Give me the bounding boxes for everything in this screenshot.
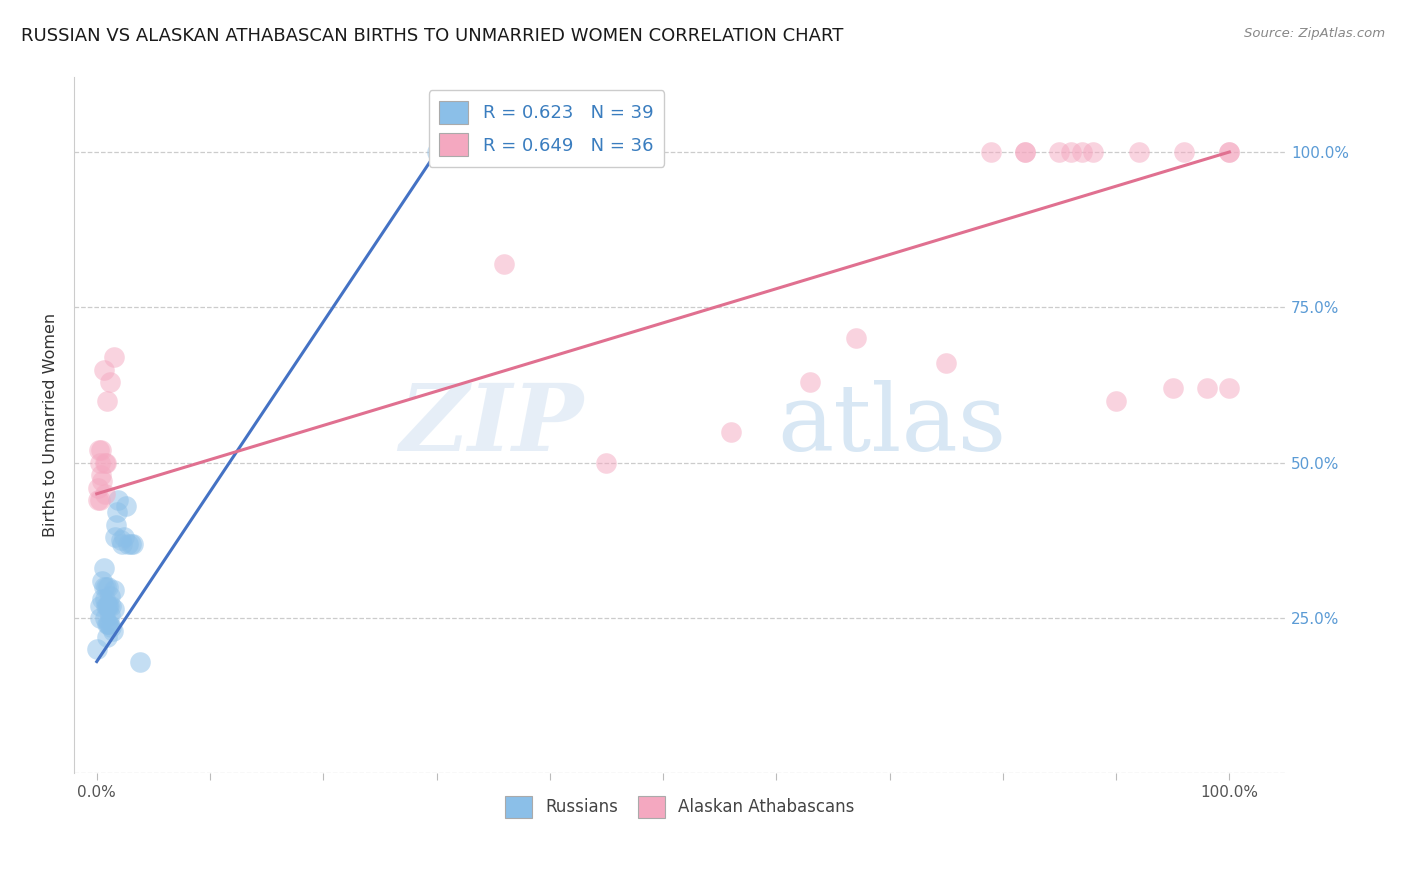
Point xyxy=(97,599,120,613)
Point xyxy=(120,536,142,550)
Point xyxy=(93,487,115,501)
Point xyxy=(107,493,129,508)
Point xyxy=(1161,381,1184,395)
Point xyxy=(93,592,115,607)
Point xyxy=(115,500,138,514)
Point xyxy=(1128,145,1150,159)
Point xyxy=(91,592,114,607)
Point xyxy=(1173,145,1195,159)
Point xyxy=(100,599,122,613)
Point xyxy=(89,599,111,613)
Point xyxy=(1218,381,1240,395)
Point xyxy=(122,536,145,550)
Point xyxy=(1049,145,1071,159)
Point xyxy=(86,642,108,657)
Point xyxy=(96,393,118,408)
Point xyxy=(96,617,118,632)
Point xyxy=(89,493,111,508)
Point xyxy=(97,580,120,594)
Point xyxy=(1014,145,1036,159)
Point xyxy=(935,356,957,370)
Point xyxy=(90,468,112,483)
Point xyxy=(103,350,125,364)
Point xyxy=(89,611,111,625)
Point xyxy=(595,456,617,470)
Point xyxy=(1105,393,1128,408)
Text: ZIP: ZIP xyxy=(399,380,583,470)
Point xyxy=(845,331,868,345)
Legend: Russians, Alaskan Athabascans: Russians, Alaskan Athabascans xyxy=(499,789,862,824)
Point xyxy=(87,481,110,495)
Point xyxy=(94,599,117,613)
Point xyxy=(1083,145,1105,159)
Point xyxy=(93,362,115,376)
Point xyxy=(87,493,110,508)
Point xyxy=(980,145,1002,159)
Point xyxy=(93,611,115,625)
Point xyxy=(494,257,516,271)
Text: RUSSIAN VS ALASKAN ATHABASCAN BIRTHS TO UNMARRIED WOMEN CORRELATION CHART: RUSSIAN VS ALASKAN ATHABASCAN BIRTHS TO … xyxy=(21,27,844,45)
Point xyxy=(1218,145,1240,159)
Point xyxy=(91,574,114,588)
Point xyxy=(1014,145,1036,159)
Point xyxy=(104,530,127,544)
Point xyxy=(98,590,121,604)
Y-axis label: Births to Unmarried Women: Births to Unmarried Women xyxy=(44,313,58,538)
Point xyxy=(87,443,110,458)
Point xyxy=(128,655,150,669)
Point xyxy=(91,475,114,489)
Point xyxy=(96,630,118,644)
Point xyxy=(98,607,121,622)
Point xyxy=(425,145,447,159)
Point xyxy=(98,375,121,389)
Point xyxy=(105,517,128,532)
Point xyxy=(720,425,742,439)
Point xyxy=(89,456,111,470)
Point xyxy=(117,536,139,550)
Point xyxy=(112,530,135,544)
Point xyxy=(1060,145,1083,159)
Point xyxy=(96,599,118,613)
Point xyxy=(105,505,128,519)
Point xyxy=(1218,145,1240,159)
Text: atlas: atlas xyxy=(778,380,1007,470)
Point xyxy=(101,624,124,638)
Point xyxy=(98,599,121,613)
Point xyxy=(94,456,117,470)
Point xyxy=(1195,381,1218,395)
Text: Source: ZipAtlas.com: Source: ZipAtlas.com xyxy=(1244,27,1385,40)
Point xyxy=(97,617,120,632)
Point xyxy=(93,561,115,575)
Point xyxy=(93,456,115,470)
Point xyxy=(1071,145,1094,159)
Point xyxy=(799,375,821,389)
Point xyxy=(103,583,125,598)
Point xyxy=(93,580,115,594)
Point xyxy=(98,617,121,632)
Point xyxy=(90,443,112,458)
Point xyxy=(103,601,125,615)
Point xyxy=(111,536,134,550)
Point xyxy=(94,580,117,594)
Point xyxy=(100,620,122,634)
Point xyxy=(110,533,132,548)
